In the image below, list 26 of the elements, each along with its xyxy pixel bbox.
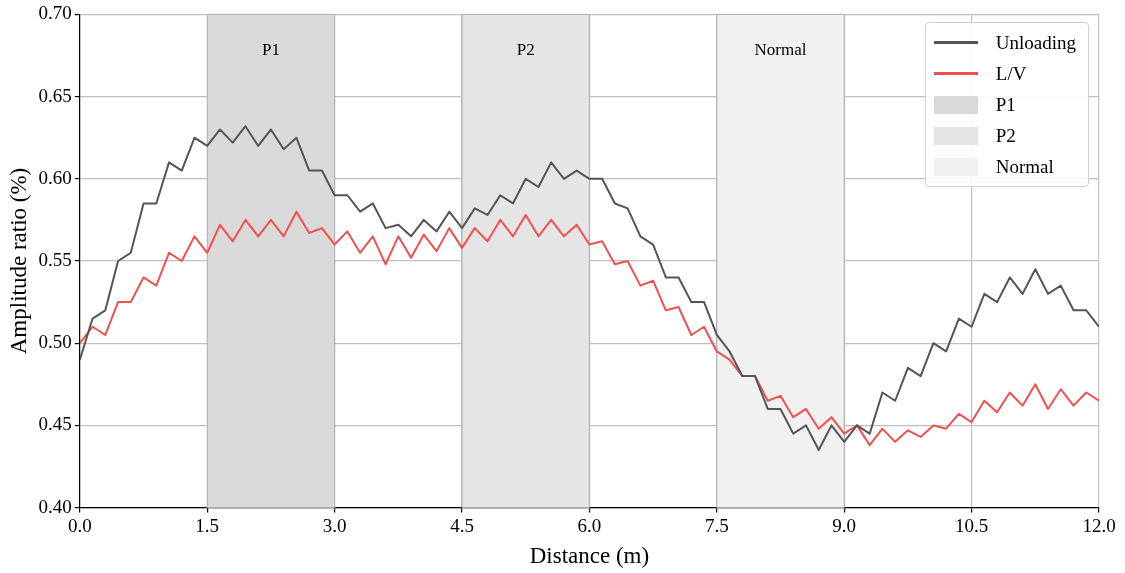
legend-label: Unloading — [995, 31, 1076, 54]
y-tick-label: 0.55 — [38, 248, 72, 270]
band-label: P2 — [516, 39, 535, 59]
y-tick-label: 0.45 — [38, 413, 72, 435]
y-tick-label: 0.60 — [38, 166, 72, 188]
x-tick-label: 10.5 — [954, 514, 989, 536]
text: Normal — [995, 155, 1054, 177]
y-tick-label: 0.70 — [38, 2, 72, 24]
text: P2 — [995, 124, 1016, 146]
y-tick-label: 0.50 — [38, 331, 72, 353]
y-tick-label: 0.65 — [38, 84, 72, 106]
x-tick-label: 6.0 — [577, 514, 602, 536]
text: P1 — [995, 93, 1016, 115]
x-tick-label: 12.0 — [1082, 514, 1116, 536]
x-axis-title: Distance (m) — [529, 543, 650, 569]
x-tick-label: 0.0 — [67, 514, 92, 536]
band-label: Normal — [754, 39, 807, 59]
legend-label: L/V — [995, 62, 1027, 85]
x-tick-label: 3.0 — [322, 514, 347, 536]
y-axis-title: Amplitude ratio (%) — [5, 167, 31, 355]
x-tick-label: 4.5 — [450, 514, 474, 536]
x-tick-label: 1.5 — [195, 514, 220, 536]
band-label: P1 — [261, 39, 280, 59]
x-tick-label: 9.0 — [832, 514, 857, 536]
y-tick-label: 0.40 — [38, 495, 72, 517]
x-tick-label: 7.5 — [704, 514, 729, 536]
